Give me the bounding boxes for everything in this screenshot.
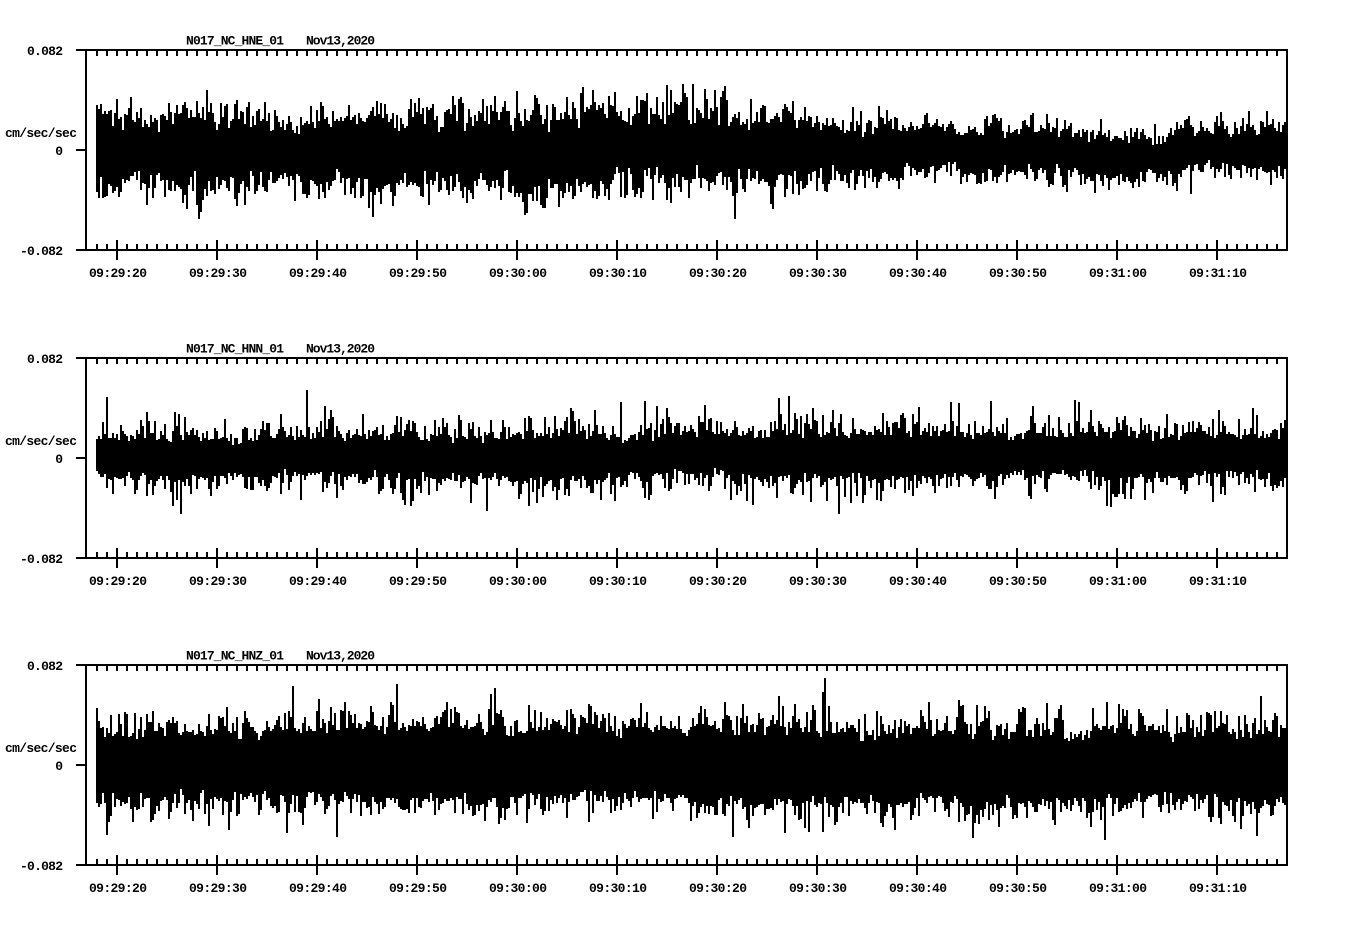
svg-text:09:29:50: 09:29:50 (389, 881, 447, 896)
svg-text:0.082: 0.082 (27, 44, 63, 59)
svg-text:-0.082: -0.082 (20, 859, 63, 874)
svg-text:09:29:20: 09:29:20 (89, 574, 147, 589)
svg-text:09:30:10: 09:30:10 (589, 574, 647, 589)
svg-text:09:30:10: 09:30:10 (589, 881, 647, 896)
svg-text:09:30:00: 09:30:00 (489, 266, 547, 281)
svg-text:09:29:40: 09:29:40 (289, 266, 347, 281)
svg-text:09:29:50: 09:29:50 (389, 574, 447, 589)
svg-text:09:31:00: 09:31:00 (1089, 266, 1147, 281)
svg-text:N017_NC_HNN_01: N017_NC_HNN_01 (186, 342, 284, 357)
svg-text:cm/sec/sec: cm/sec/sec (5, 741, 77, 756)
svg-text:09:29:20: 09:29:20 (89, 881, 147, 896)
svg-text:09:31:00: 09:31:00 (1089, 574, 1147, 589)
svg-text:09:30:20: 09:30:20 (689, 881, 747, 896)
svg-text:09:29:30: 09:29:30 (189, 881, 247, 896)
svg-text:N017_NC_HNE_01: N017_NC_HNE_01 (186, 34, 284, 49)
svg-text:09:29:40: 09:29:40 (289, 574, 347, 589)
svg-text:09:30:40: 09:30:40 (889, 574, 947, 589)
svg-text:09:30:30: 09:30:30 (789, 574, 847, 589)
svg-text:-0.082: -0.082 (20, 244, 63, 259)
svg-text:09:30:40: 09:30:40 (889, 266, 947, 281)
svg-text:Nov13,2020: Nov13,2020 (306, 342, 375, 357)
svg-text:09:30:20: 09:30:20 (689, 266, 747, 281)
svg-text:cm/sec/sec: cm/sec/sec (5, 126, 77, 141)
svg-text:Nov13,2020: Nov13,2020 (306, 34, 375, 49)
svg-text:09:30:30: 09:30:30 (789, 881, 847, 896)
svg-text:09:30:50: 09:30:50 (989, 881, 1047, 896)
svg-text:09:29:30: 09:29:30 (189, 266, 247, 281)
svg-text:09:29:40: 09:29:40 (289, 881, 347, 896)
svg-text:09:31:10: 09:31:10 (1189, 266, 1247, 281)
svg-text:-0.082: -0.082 (20, 552, 63, 567)
svg-text:09:29:50: 09:29:50 (389, 266, 447, 281)
svg-text:09:29:30: 09:29:30 (189, 574, 247, 589)
svg-text:0.082: 0.082 (27, 352, 63, 367)
svg-text:09:30:40: 09:30:40 (889, 881, 947, 896)
svg-text:09:30:50: 09:30:50 (989, 574, 1047, 589)
svg-text:09:30:20: 09:30:20 (689, 574, 747, 589)
svg-text:09:30:10: 09:30:10 (589, 266, 647, 281)
svg-text:0: 0 (55, 144, 63, 159)
svg-text:09:30:30: 09:30:30 (789, 266, 847, 281)
svg-text:09:30:00: 09:30:00 (489, 881, 547, 896)
svg-text:0: 0 (55, 452, 63, 467)
svg-text:09:31:10: 09:31:10 (1189, 881, 1247, 896)
svg-text:09:29:20: 09:29:20 (89, 266, 147, 281)
svg-text:09:31:10: 09:31:10 (1189, 574, 1247, 589)
svg-text:09:31:00: 09:31:00 (1089, 881, 1147, 896)
svg-text:Nov13,2020: Nov13,2020 (306, 649, 375, 664)
svg-text:0: 0 (55, 759, 63, 774)
svg-text:0.082: 0.082 (27, 659, 63, 674)
svg-text:cm/sec/sec: cm/sec/sec (5, 434, 77, 449)
svg-text:N017_NC_HNZ_01: N017_NC_HNZ_01 (186, 649, 284, 664)
svg-text:09:30:50: 09:30:50 (989, 266, 1047, 281)
svg-text:09:30:00: 09:30:00 (489, 574, 547, 589)
